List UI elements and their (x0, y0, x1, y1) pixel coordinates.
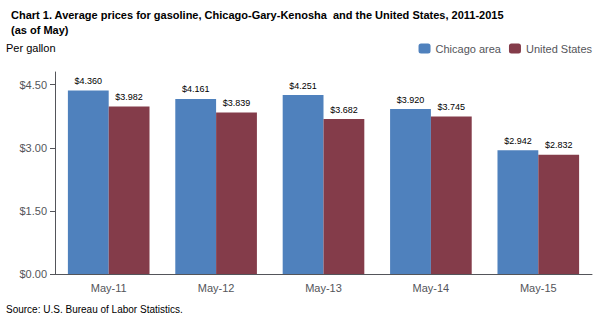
svg-text:$0.00: $0.00 (19, 268, 47, 280)
svg-text:May-14: May-14 (413, 282, 450, 294)
svg-text:$4.50: $4.50 (19, 79, 47, 91)
svg-text:May-13: May-13 (305, 282, 342, 294)
svg-text:May-15: May-15 (520, 282, 557, 294)
svg-text:(as of May): (as of May) (11, 24, 69, 36)
svg-text:$4.161: $4.161 (182, 84, 210, 94)
svg-text:Chicago area: Chicago area (436, 43, 502, 55)
svg-text:$3.920: $3.920 (397, 95, 425, 105)
svg-text:$4.251: $4.251 (289, 81, 317, 91)
svg-text:$2.942: $2.942 (504, 136, 532, 146)
svg-text:$2.832: $2.832 (545, 140, 573, 150)
svg-text:Chart 1. Average prices for ga: Chart 1. Average prices for gasoline, Ch… (11, 9, 504, 21)
svg-text:Source: U.S. Bureau of Labor S: Source: U.S. Bureau of Labor Statistics. (6, 304, 183, 315)
svg-text:$1.50: $1.50 (19, 205, 47, 217)
svg-text:$3.839: $3.839 (223, 98, 251, 108)
svg-text:$3.682: $3.682 (330, 105, 358, 115)
svg-text:$3.00: $3.00 (19, 142, 47, 154)
svg-text:May-11: May-11 (91, 282, 127, 294)
svg-text:$3.745: $3.745 (438, 102, 466, 112)
svg-text:$3.982: $3.982 (115, 92, 143, 102)
svg-text:May-12: May-12 (198, 282, 235, 294)
svg-text:United States: United States (526, 43, 593, 55)
svg-text:Per gallon: Per gallon (6, 42, 56, 54)
svg-text:$4.360: $4.360 (75, 76, 103, 86)
